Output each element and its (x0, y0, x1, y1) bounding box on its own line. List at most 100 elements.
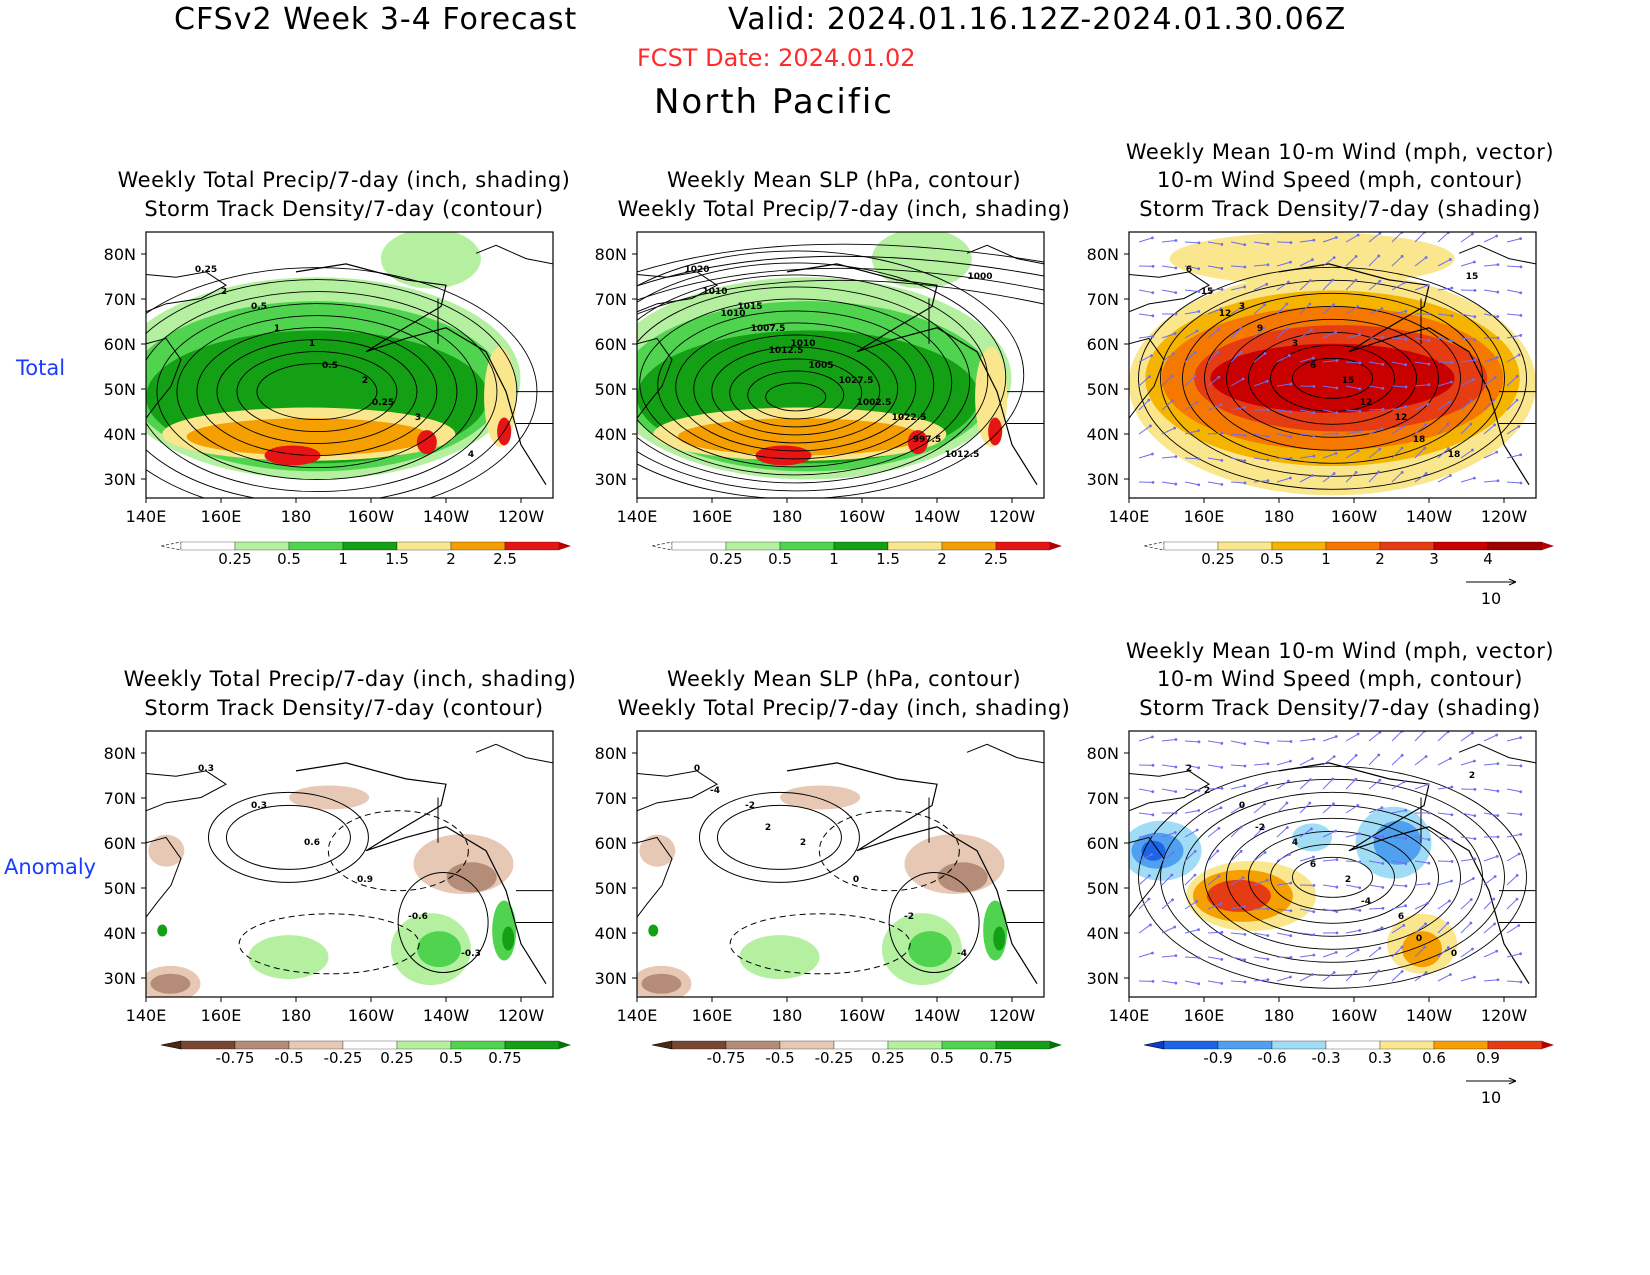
wind-vector (1391, 337, 1406, 340)
wind-vector (1483, 812, 1498, 817)
contour-label: 997.5 (913, 435, 941, 445)
wind-vector (1299, 974, 1313, 982)
wind-vector-head (1469, 921, 1473, 925)
wind-vector-head (1424, 755, 1428, 758)
coastline (146, 271, 227, 313)
contour-label: 2 (1345, 875, 1351, 885)
wind-vector (1184, 330, 1198, 339)
contour-label: 6 (1310, 361, 1316, 371)
shading-patch (1206, 879, 1271, 912)
colorbar-tip (1542, 1041, 1554, 1049)
contour-line (698, 791, 860, 883)
wind-vector (1138, 834, 1153, 838)
coastline (295, 762, 547, 985)
wind-vector-head (1356, 304, 1360, 308)
wind-vector-head (1404, 862, 1408, 866)
wind-vector-head (1289, 410, 1293, 414)
wind-vector-head (1220, 930, 1224, 934)
wind-vector (1253, 852, 1266, 862)
wind-vector (1368, 779, 1381, 790)
contour-label: 0.9 (357, 875, 373, 885)
wind-vector-head (1243, 285, 1247, 289)
wind-vector (1161, 375, 1173, 387)
wind-vector (1230, 378, 1244, 387)
wind-vector (1322, 304, 1334, 315)
lat-tick-label: 70N (1087, 789, 1119, 808)
contour-line (1182, 292, 1483, 464)
wind-vector (1276, 433, 1291, 438)
wind-vector-head (1332, 802, 1335, 806)
lat-tick-label: 40N (104, 425, 136, 444)
wind-vector-head (1220, 482, 1224, 486)
wind-vector-head (1310, 827, 1313, 831)
lon-tick-label: 160W (839, 507, 886, 526)
wind-vector-head (1426, 901, 1430, 905)
wind-vector-head (1496, 479, 1500, 483)
colorbar-label: -0.25 (324, 1049, 363, 1067)
lon-tick-label: 120W (1481, 1006, 1528, 1025)
wind-vector-head (1151, 979, 1155, 983)
wind-vector (1276, 328, 1288, 339)
wind-vector-head (1174, 291, 1178, 295)
shading-patch (648, 924, 659, 937)
wind-vector-head (1332, 755, 1336, 758)
wind-vector-head (1151, 291, 1155, 295)
wind-vector (1299, 828, 1312, 838)
wind-vector (1483, 855, 1498, 862)
wind-vector-head (1150, 354, 1153, 357)
colorbar-label: 0.5 (277, 550, 301, 568)
wind-vector-head (1217, 874, 1221, 878)
wind-vector-head (1150, 236, 1154, 240)
wind-vector (1506, 925, 1520, 934)
wind-vector-head (1496, 762, 1500, 766)
wind-vector-head (1171, 352, 1175, 355)
wind-vector (1253, 241, 1268, 245)
wind-vector (1161, 481, 1176, 485)
wind-vector-head (1243, 405, 1247, 409)
wind-vector (1483, 377, 1496, 387)
wind-vector-head (1381, 906, 1385, 910)
wind-vector-head (1243, 481, 1247, 485)
wind-vector-head (1473, 759, 1476, 763)
wind-vector (1460, 760, 1475, 766)
wind-vector (1460, 899, 1472, 910)
lat-tick-label: 30N (1087, 969, 1119, 988)
wind-vector-head (1332, 256, 1336, 259)
wind-vector (1506, 898, 1518, 910)
wind-vector (1161, 265, 1176, 269)
wind-vector (1253, 803, 1265, 814)
wind-vector (1276, 383, 1291, 387)
wind-vector (1414, 284, 1429, 291)
wind-vector (1368, 361, 1383, 365)
contour-label: 1012.5 (769, 346, 804, 356)
wind-vector-head (1197, 740, 1201, 744)
contour-line (657, 310, 935, 460)
coastline (1129, 271, 1210, 313)
wind-vector-head (1335, 386, 1339, 390)
contour-line (1182, 791, 1483, 963)
vector-reference: 10 (1466, 1077, 1517, 1107)
panel-frame (145, 231, 554, 499)
colorbar-label: -0.25 (815, 1049, 854, 1067)
wind-vector-head (1402, 924, 1406, 927)
wind-vector (1230, 351, 1242, 363)
colorbar-swatch (941, 541, 997, 551)
wind-vector (1322, 756, 1335, 766)
contour-label: 4 (468, 450, 474, 460)
wind-vector-head (1220, 242, 1224, 246)
wind-vector (1230, 956, 1245, 961)
vector-reference: 10 (1466, 578, 1517, 608)
wind-vector (1138, 812, 1153, 816)
wind-vector (1276, 827, 1288, 838)
wind-vector (1437, 401, 1450, 411)
wind-vector-head (1469, 422, 1473, 426)
wind-vector-head (1265, 282, 1269, 286)
wind-vector (1253, 304, 1265, 315)
wind-vector-head (1312, 883, 1316, 887)
wind-vector-head (1197, 310, 1201, 313)
lat-tick-label: 60N (595, 335, 627, 354)
wind-vector-head (1265, 878, 1269, 882)
wind-vector-head (1427, 838, 1431, 841)
wind-vector (1345, 929, 1360, 934)
contour-line (207, 791, 369, 883)
